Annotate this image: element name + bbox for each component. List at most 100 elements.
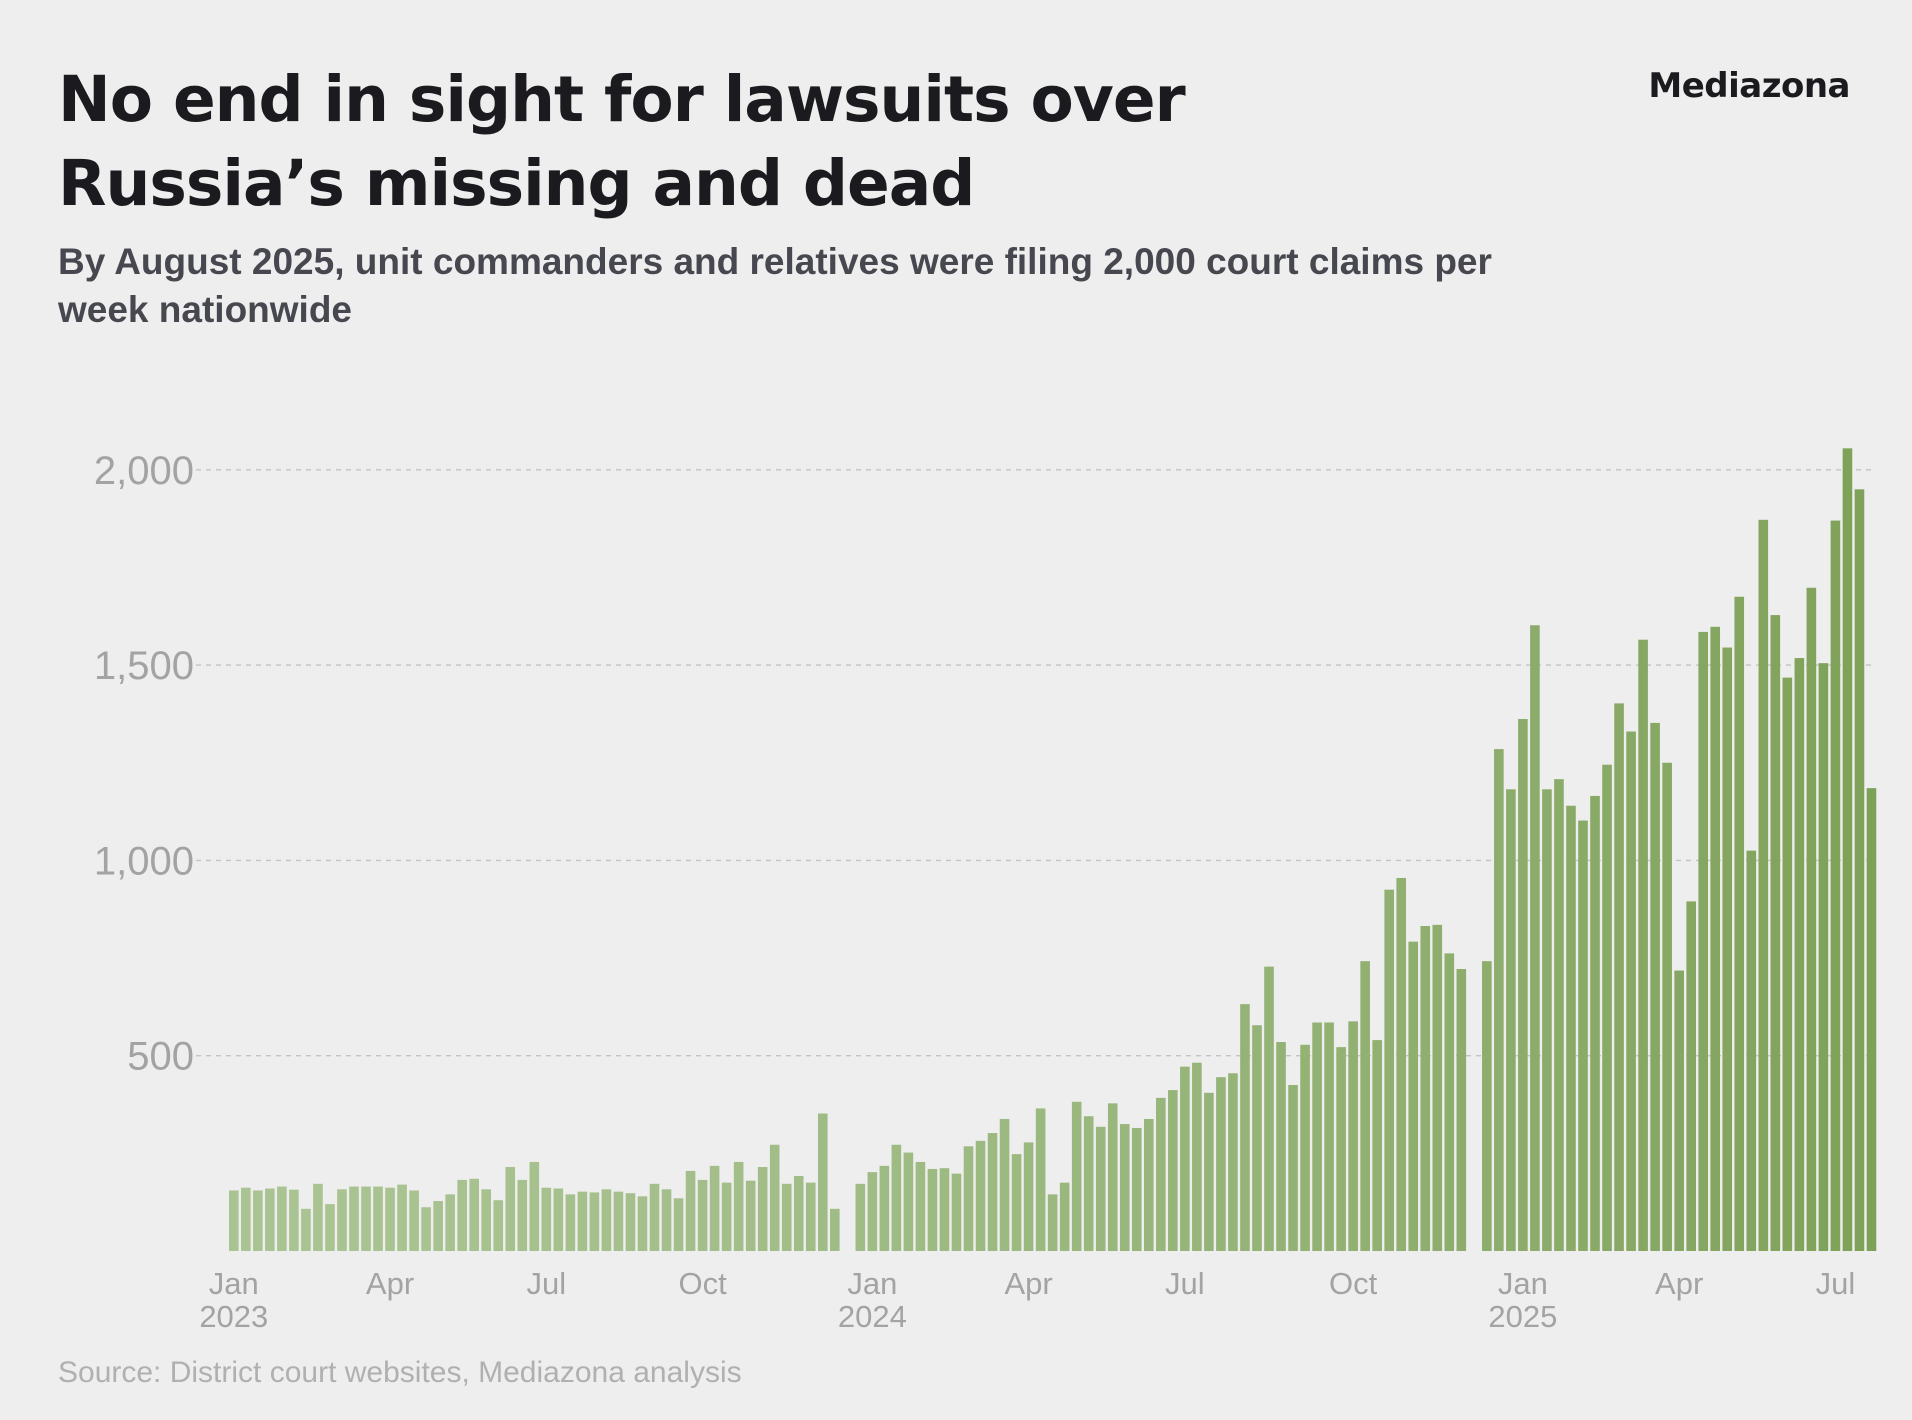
bar <box>1216 1077 1226 1251</box>
bar <box>301 1208 311 1251</box>
bar <box>325 1204 335 1251</box>
x-tick-month: Oct <box>678 1266 727 1301</box>
bar <box>1734 596 1745 1251</box>
bar <box>1396 877 1407 1251</box>
x-tick-month: Jul <box>526 1266 566 1301</box>
bar <box>951 1173 962 1251</box>
bar <box>397 1184 407 1251</box>
bar <box>1794 658 1805 1251</box>
bar <box>1818 663 1829 1251</box>
bar <box>1758 519 1769 1251</box>
bar <box>1482 961 1492 1251</box>
bar <box>1494 749 1504 1251</box>
bar <box>1023 1142 1034 1251</box>
bar <box>1408 941 1419 1251</box>
bar <box>1782 677 1793 1251</box>
bar <box>1360 961 1370 1251</box>
bar <box>1228 1073 1238 1251</box>
bar <box>891 1144 902 1251</box>
bar <box>1312 1022 1322 1251</box>
bar <box>1204 1092 1214 1251</box>
bar <box>1252 1025 1262 1251</box>
bar <box>505 1167 516 1251</box>
bar <box>1011 1154 1022 1251</box>
bar <box>661 1189 672 1251</box>
bar <box>673 1198 684 1251</box>
bar <box>1698 631 1708 1251</box>
bar <box>373 1186 383 1251</box>
bar <box>361 1186 371 1251</box>
bar <box>385 1187 395 1251</box>
bar <box>1854 489 1865 1252</box>
bar <box>1770 615 1781 1251</box>
x-tick-year: 2023 <box>199 1299 268 1334</box>
bar <box>697 1179 708 1251</box>
bar <box>1710 626 1721 1251</box>
x-tick-year: 2025 <box>1488 1299 1557 1334</box>
bar <box>855 1183 866 1251</box>
bar <box>987 1133 998 1251</box>
bar <box>433 1201 443 1251</box>
bar <box>529 1161 540 1251</box>
bar <box>1180 1066 1190 1251</box>
x-tick-month: Apr <box>1655 1266 1703 1301</box>
y-tick-label: 1,000 <box>94 839 194 883</box>
bar <box>963 1146 974 1251</box>
bar <box>589 1192 600 1251</box>
x-tick-month: Jan <box>847 1266 897 1301</box>
bar <box>1035 1108 1046 1251</box>
bar <box>601 1189 612 1251</box>
bar <box>481 1189 492 1251</box>
bar <box>1095 1126 1106 1251</box>
bars <box>229 448 1877 1252</box>
bar <box>1384 889 1394 1251</box>
bar <box>1107 1103 1118 1251</box>
bar <box>313 1183 323 1251</box>
bar <box>421 1207 431 1251</box>
bar <box>1602 764 1612 1251</box>
bar <box>721 1182 732 1251</box>
x-tick-month: Jan <box>209 1266 259 1301</box>
x-tick-month: Jul <box>1165 1266 1205 1301</box>
bar <box>1590 795 1600 1251</box>
bar <box>1662 762 1672 1251</box>
x-tick-month: Jan <box>1498 1266 1548 1301</box>
bar <box>445 1194 455 1251</box>
bar <box>1372 1040 1382 1251</box>
bar <box>553 1188 564 1251</box>
bar <box>1420 926 1431 1251</box>
bar <box>1240 1004 1250 1251</box>
bar <box>613 1191 624 1251</box>
bar <box>999 1118 1010 1251</box>
bar <box>625 1193 636 1251</box>
bar <box>1131 1127 1142 1251</box>
bar <box>1722 647 1733 1251</box>
bar <box>1324 1022 1334 1251</box>
source-note: Source: District court websites, Mediazo… <box>58 1356 742 1389</box>
bar <box>1746 850 1757 1251</box>
bar <box>830 1208 840 1251</box>
bar <box>1518 719 1528 1251</box>
y-tick-label: 500 <box>127 1035 194 1079</box>
bar <box>915 1161 926 1251</box>
bar <box>265 1188 275 1251</box>
bar <box>1806 587 1817 1251</box>
bar <box>1614 703 1624 1251</box>
bar <box>337 1189 347 1251</box>
bar <box>1506 789 1516 1251</box>
bar <box>1842 448 1853 1251</box>
bar <box>903 1152 914 1251</box>
bar <box>1432 924 1443 1251</box>
x-tick-month: Oct <box>1329 1266 1378 1301</box>
bar <box>1119 1124 1130 1251</box>
bar <box>1626 731 1636 1251</box>
bar <box>349 1186 359 1251</box>
bar <box>493 1200 504 1251</box>
bar <box>637 1196 648 1251</box>
bar <box>1300 1044 1310 1251</box>
bar <box>1144 1118 1154 1251</box>
bar <box>1674 970 1684 1251</box>
bar <box>939 1168 950 1251</box>
